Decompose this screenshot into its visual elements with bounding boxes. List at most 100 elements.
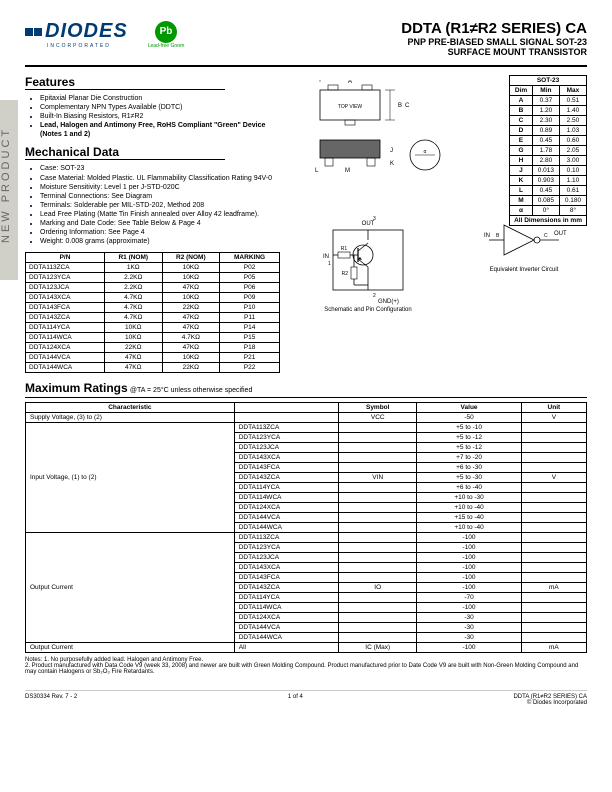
max-row: Supply Voltage, (3) to (2)VCC-50V <box>26 413 587 423</box>
title-block: DDTA (R1≠R2 SERIES) CA PNP PRE-BIASED SM… <box>401 20 587 57</box>
pn-header: MARKING <box>220 253 280 263</box>
title-sub1: PNP PRE-BIASED SMALL SIGNAL SOT-23 <box>401 37 587 47</box>
sot-header: Max <box>559 86 586 96</box>
svg-text:IN: IN <box>323 254 329 260</box>
logo-subtitle: INCORPORATED <box>47 43 128 49</box>
inverter-label: Equivalent Inverter Circuit <box>479 267 569 273</box>
svg-text:3: 3 <box>373 216 376 222</box>
features-heading: Features <box>25 75 225 90</box>
footer: DS30334 Rev. 7 - 2 1 of 4 DDTA (R1≠R2 SE… <box>25 690 587 706</box>
svg-text:α: α <box>424 149 427 155</box>
mechanical-item: Case: SOT-23 <box>40 164 280 173</box>
max-header <box>234 403 338 413</box>
sot-header: Dim <box>510 86 533 96</box>
sot-row: L0.450.61 <box>510 186 587 196</box>
footer-right-bottom: © Diodes Incorporated <box>527 700 587 706</box>
footer-center: 1 of 4 <box>288 694 303 706</box>
sot-table: SOT-23 DimMinMax A0.370.51B1.201.40C2.30… <box>509 75 587 226</box>
mechanical-item: Case Material: Molded Plastic. UL Flamma… <box>40 174 280 183</box>
svg-text:C: C <box>544 233 548 239</box>
sot-row: E0.450.60 <box>510 136 587 146</box>
side-tab: NEW PRODUCT <box>0 100 18 280</box>
svg-text:M: M <box>345 168 350 174</box>
pn-row: DDTA124XCA22KΩ47KΩP18 <box>26 343 280 353</box>
sot-row: B1.201.40 <box>510 106 587 116</box>
pn-row: DDTA113ZCA1KΩ10KΩP02 <box>26 263 280 273</box>
max-heading: Maximum Ratings <box>25 381 128 395</box>
svg-text:K: K <box>390 161 394 167</box>
pn-row: DDTA143XCA4.7KΩ10KΩP09 <box>26 293 280 303</box>
pn-header: R1 (NOM) <box>104 253 162 263</box>
pn-row: DDTA144VCA47KΩ10KΩP21 <box>26 353 280 363</box>
max-header: Value <box>417 403 521 413</box>
mechanical-item: Lead Free Plating (Matte Tin Finish anne… <box>40 210 280 219</box>
mechanical-item: Terminals: Solderable per MIL-STD-202, M… <box>40 201 280 210</box>
sot-footer: All Dimensions in mm <box>510 216 587 226</box>
pn-row: DDTA144WCA47KΩ22KΩP22 <box>26 363 280 373</box>
notes: Notes: 1. No purposefully added lead. Ha… <box>25 657 587 675</box>
svg-text:R2: R2 <box>342 271 349 277</box>
pb-icon: Pb <box>155 21 177 43</box>
svg-text:B: B <box>398 103 402 109</box>
svg-text:J: J <box>390 148 393 154</box>
schematic-diagram: OUT 3 R1 R2 <box>308 215 428 313</box>
svg-text:IN: IN <box>484 233 490 239</box>
sot-row: J0.0130.10 <box>510 166 587 176</box>
sot-title: SOT-23 <box>510 76 587 86</box>
mechanical-item: Terminal Connections: See Diagram <box>40 192 280 201</box>
sot-row: α0°8° <box>510 206 587 216</box>
max-row: Input Voltage, (1) to (2)DDTA113ZCA+5 to… <box>26 423 587 433</box>
pn-row: DDTA123JCA2.2KΩ47KΩP06 <box>26 283 280 293</box>
svg-text:GND(+): GND(+) <box>378 299 399 305</box>
max-row: Output CurrentAllIC (Max)-100mA <box>26 643 587 653</box>
svg-text:C: C <box>405 103 410 109</box>
sot-row: M0.0850.180 <box>510 196 587 206</box>
pn-row: DDTA114WCA10KΩ4.7KΩP15 <box>26 333 280 343</box>
pn-row: DDTA143FCA4.7KΩ22KΩP10 <box>26 303 280 313</box>
sot-row: D0.891.03 <box>510 126 587 136</box>
max-header: Characteristic <box>26 403 235 413</box>
pn-row: DDTA123YCA2.2KΩ10KΩP05 <box>26 273 280 283</box>
svg-text:B: B <box>496 233 500 239</box>
max-condition: @TA = 25°C unless otherwise specified <box>130 387 252 394</box>
pn-row: DDTA143ZCA4.7KΩ47KΩP11 <box>26 313 280 323</box>
pn-row: DDTA114YCA10KΩ47KΩP14 <box>26 323 280 333</box>
inverter-diagram: IN B C OUT Equivalent Inverter Circuit <box>479 215 569 313</box>
max-row: Output CurrentDDTA113ZCA-100 <box>26 533 587 543</box>
footer-left: DS30334 Rev. 7 - 2 <box>25 694 77 706</box>
pb-label: Lead-free Green <box>148 43 185 49</box>
header: DIODES INCORPORATED Pb Lead-free Green D… <box>25 20 587 57</box>
mechanical-list: Case: SOT-23Case Material: Molded Plasti… <box>25 164 280 246</box>
sot-header: Min <box>532 86 559 96</box>
svg-text:L: L <box>315 168 319 174</box>
sot-row: A0.370.51 <box>510 96 587 106</box>
feature-item: Complementary NPN Types Available (DDTC) <box>40 103 280 112</box>
sot-row: C2.302.50 <box>510 116 587 126</box>
pn-header: R2 (NOM) <box>162 253 220 263</box>
svg-text:2: 2 <box>373 293 376 299</box>
title-sub2: SURFACE MOUNT TRANSISTOR <box>401 47 587 57</box>
features-list: Epitaxial Planar Die ConstructionComplem… <box>25 94 280 139</box>
title-main: DDTA (R1≠R2 SERIES) CA <box>401 20 587 37</box>
mechanical-item: Weight: 0.008 grams (approximate) <box>40 237 280 246</box>
sot-row: G1.782.05 <box>510 146 587 156</box>
svg-text:1: 1 <box>328 261 331 267</box>
svg-text:R1: R1 <box>341 246 348 252</box>
schematic-label: Schematic and Pin Configuration <box>308 307 428 313</box>
max-header: Symbol <box>339 403 417 413</box>
pb-badge: Pb Lead-free Green <box>148 21 185 49</box>
sot-row: K0.9031.10 <box>510 176 587 186</box>
max-header: Unit <box>521 403 586 413</box>
svg-text:TOP VIEW: TOP VIEW <box>338 104 363 110</box>
feature-item-bold: Lead, Halogen and Antimony Free, RoHS Co… <box>40 121 280 139</box>
mechanical-item: Marking and Date Code: See Table Below &… <box>40 219 280 228</box>
svg-text:A: A <box>348 80 352 85</box>
logo: DIODES INCORPORATED <box>25 20 128 49</box>
sot-row: H2.803.00 <box>510 156 587 166</box>
feature-item: Built-In Biasing Resistors, R1≠R2 <box>40 112 280 121</box>
mechanical-item: Ordering Information: See Page 4 <box>40 228 280 237</box>
mechanical-heading: Mechanical Data <box>25 145 225 160</box>
package-diagram: TOP VIEW B C A J K L M <box>290 80 450 210</box>
pn-header: P/N <box>26 253 105 263</box>
max-ratings-table: Characteristic SymbolValueUnit Supply Vol… <box>25 402 587 653</box>
